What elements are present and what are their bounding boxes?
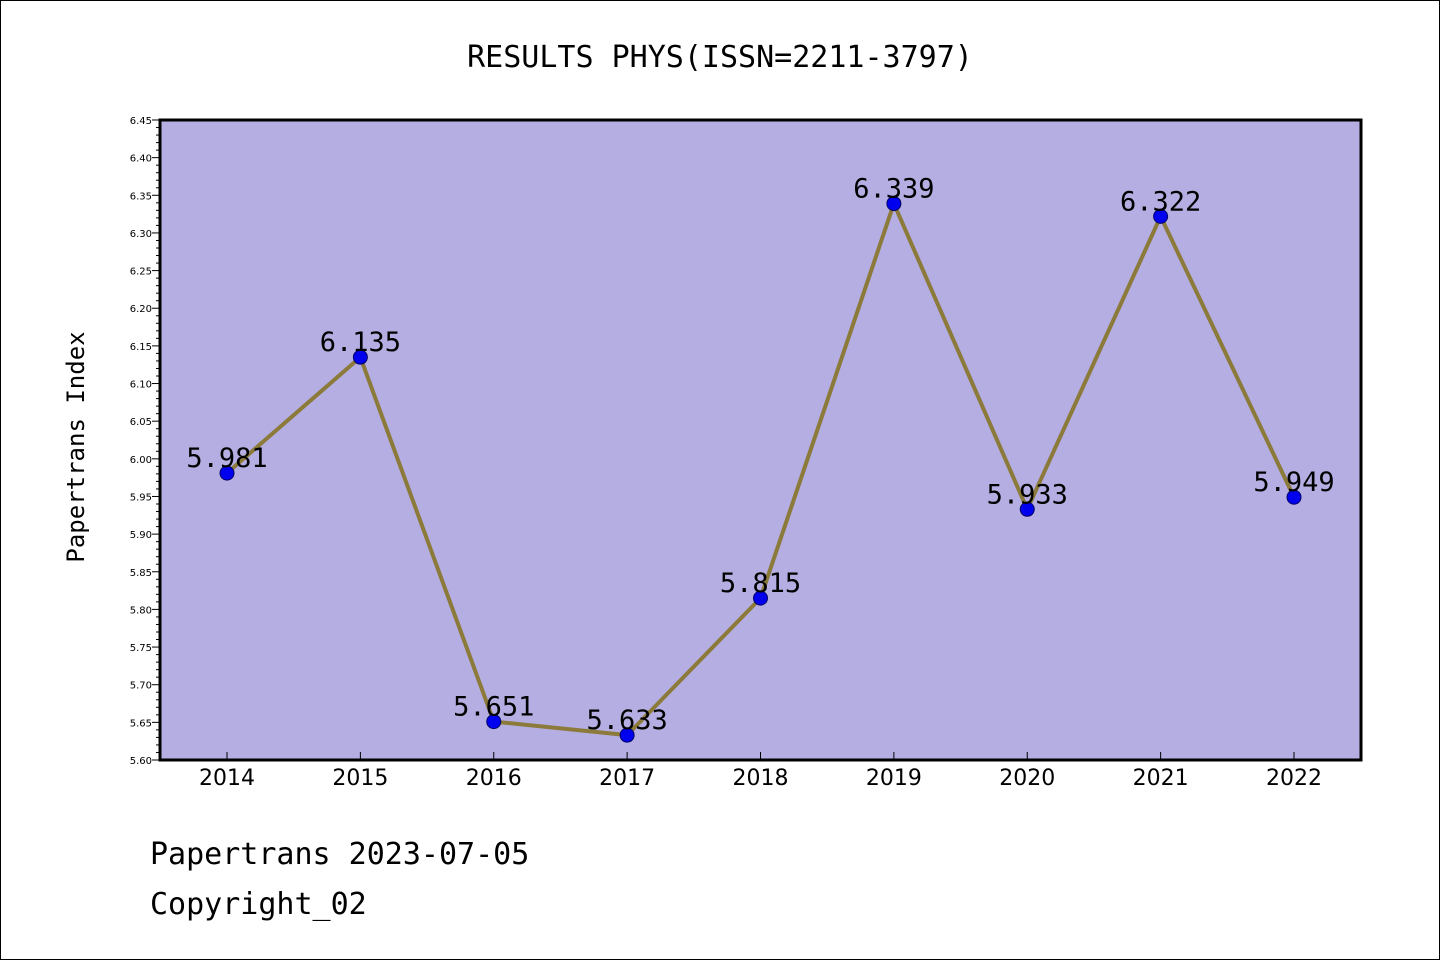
data-label: 5.981 bbox=[186, 443, 267, 474]
data-label: 5.815 bbox=[720, 568, 801, 599]
data-label: 5.651 bbox=[453, 692, 534, 723]
y-axis-ticks: 5.60 5.65 5.70 5.75 5.80 5.85 5.90 5.95 6.00 6.05… bbox=[130, 116, 160, 767]
x-tick-label: 2020 bbox=[999, 766, 1055, 791]
data-point bbox=[1019, 501, 1035, 517]
data-label: 6.135 bbox=[320, 327, 401, 358]
data-point bbox=[219, 465, 235, 481]
y-tick-label: 6.45 bbox=[130, 116, 152, 127]
y-tick-label: 5.60 bbox=[130, 756, 152, 767]
x-tick-label: 2015 bbox=[332, 766, 388, 791]
y-tick-label: 5.85 bbox=[130, 568, 152, 579]
y-axis-label: Papertrans Index bbox=[62, 331, 90, 562]
series-markers bbox=[219, 196, 1302, 743]
plot-area bbox=[160, 120, 1361, 760]
x-tick-label: 2019 bbox=[866, 766, 922, 791]
x-tick-label: 2018 bbox=[733, 766, 789, 791]
plot-border bbox=[158, 118, 1363, 762]
y-tick-label: 6.10 bbox=[130, 380, 152, 391]
y-tick-label: 5.80 bbox=[130, 605, 152, 616]
y-tick-label: 6.20 bbox=[130, 304, 152, 315]
y-tick-label: 6.30 bbox=[130, 229, 152, 240]
data-labels: 5.981 6.135 5.651 5.633 5.815 6.339 5.933 6.322… bbox=[186, 174, 1334, 737]
y-tick-label: 6.15 bbox=[130, 342, 152, 353]
y-tick-label: 5.75 bbox=[130, 643, 152, 654]
y-tick-label: 5.95 bbox=[130, 492, 152, 503]
chart-title: RESULTS PHYS(ISSN=2211-3797) bbox=[467, 40, 973, 75]
x-tick-label: 2022 bbox=[1266, 766, 1322, 791]
data-label: 5.949 bbox=[1253, 467, 1334, 498]
y-tick-label: 6.35 bbox=[130, 191, 152, 202]
data-point bbox=[1286, 489, 1302, 505]
x-tick-label: 2021 bbox=[1133, 766, 1189, 791]
data-point bbox=[352, 349, 368, 365]
y-tick-label: 6.00 bbox=[130, 455, 152, 466]
data-point bbox=[886, 196, 902, 212]
data-label: 6.339 bbox=[853, 174, 934, 205]
x-axis-ticks: 2014 2015 2016 2017 2018 2019 2020 2021 2022 bbox=[199, 752, 1322, 791]
data-point bbox=[1153, 208, 1169, 224]
x-tick-label: 2016 bbox=[466, 766, 522, 791]
x-tick-label: 2014 bbox=[199, 766, 255, 791]
data-label: 5.933 bbox=[987, 479, 1068, 510]
data-label: 5.633 bbox=[586, 705, 667, 736]
x-tick-label: 2017 bbox=[599, 766, 655, 791]
footer-date: Papertrans 2023-07-05 bbox=[150, 837, 529, 872]
data-point bbox=[753, 590, 768, 606]
y-tick-label: 5.70 bbox=[130, 681, 152, 692]
data-label: 6.322 bbox=[1120, 186, 1201, 217]
y-tick-label: 6.40 bbox=[130, 154, 152, 165]
data-point bbox=[619, 727, 635, 743]
y-tick-label: 5.65 bbox=[130, 718, 152, 729]
data-point bbox=[486, 714, 502, 730]
y-tick-label: 6.25 bbox=[130, 267, 152, 278]
footer-copyright: Copyright_02 bbox=[150, 887, 367, 922]
y-tick-label: 5.90 bbox=[130, 530, 152, 541]
y-tick-label: 6.05 bbox=[130, 417, 152, 428]
